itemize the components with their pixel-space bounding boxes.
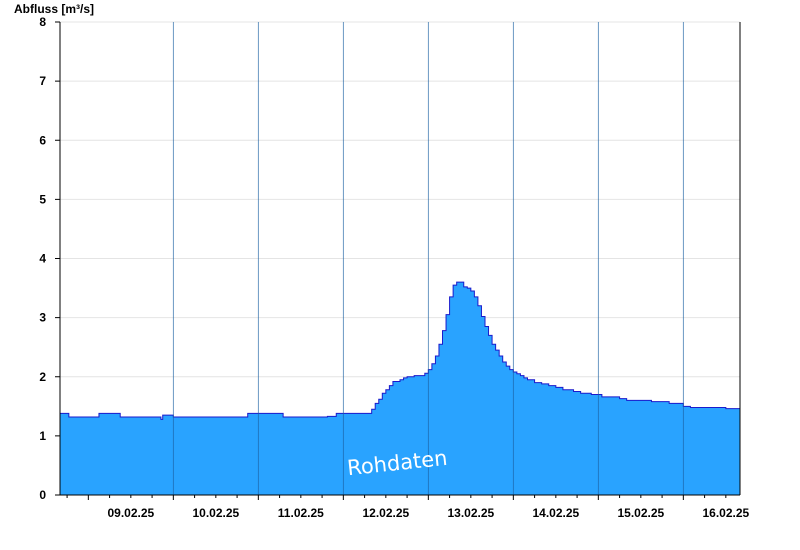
y-axis-ticks: 0 1 2 3 4 5 6 7 8 <box>39 15 60 502</box>
x-tick-label-16.02.25: 16.02.25 <box>702 506 749 520</box>
x-tick-label-09.02.25: 09.02.25 <box>107 506 154 520</box>
plot-area <box>60 281 741 495</box>
x-axis-ticks: 09.02.25 10.02.25 11.02.25 12.02.25 13.02.25… <box>66 495 750 520</box>
y-tick-label-5: 5 <box>39 192 46 206</box>
x-tick-label-11.02.25: 11.02.25 <box>278 506 324 520</box>
y-tick-label-3: 3 <box>39 311 46 325</box>
x-tick-label-14.02.25: 14.02.25 <box>532 506 579 520</box>
y-tick-label-7: 7 <box>39 74 46 88</box>
day-boundary-lines <box>172 22 684 495</box>
x-tick-label-13.02.25: 13.02.25 <box>447 506 494 520</box>
y-tick-label-1: 1 <box>39 429 46 443</box>
x-tick-label-10.02.25: 10.02.25 <box>192 506 239 520</box>
y-tick-label-0: 0 <box>39 488 46 502</box>
y-tick-label-8: 8 <box>39 15 46 29</box>
discharge-area <box>60 282 740 495</box>
grid-lines <box>60 21 740 437</box>
x-tick-label-15.02.25: 15.02.25 <box>617 506 664 520</box>
y-tick-label-2: 2 <box>39 370 46 384</box>
discharge-line <box>60 281 741 420</box>
y-axis-title: Abfluss [m³/s] <box>14 2 94 16</box>
y-tick-label-4: 4 <box>39 252 46 266</box>
x-tick-label-12.02.25: 12.02.25 <box>362 506 409 520</box>
y-tick-label-6: 6 <box>39 133 46 147</box>
